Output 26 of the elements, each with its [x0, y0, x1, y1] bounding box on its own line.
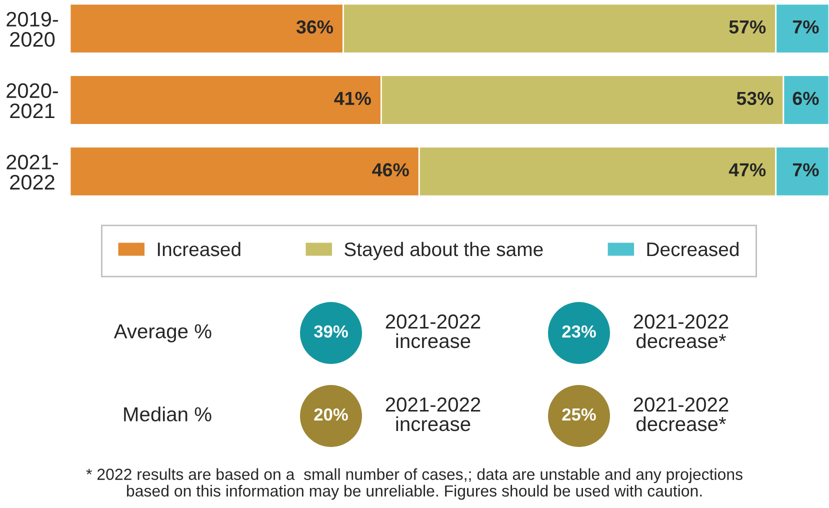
- data-label: 25%: [562, 408, 596, 421]
- data-label: 39%: [314, 325, 348, 338]
- data-label: 47%: [728, 163, 766, 176]
- series-label: 2021-2022 increase: [386, 314, 480, 348]
- text: * 2022 results are based on a small number of cases,; data are unstable and any projections based on this information may be unreliable. Figures should be used with caution.: [86, 468, 742, 500]
- category-label: Average %: [114, 324, 212, 342]
- data-label: 36%: [296, 20, 334, 34]
- data-label: 53%: [736, 92, 774, 106]
- category-label: Median %: [124, 406, 212, 422]
- text: 2021-2022 decrease*: [634, 397, 728, 432]
- legend-label: Increased: [158, 242, 240, 256]
- text: 2021-2022 increase: [386, 397, 480, 432]
- data-label: 20%: [314, 408, 348, 421]
- data-label: 6%: [792, 92, 819, 106]
- data-label: 7%: [792, 20, 819, 34]
- series-label: 2021-2022 decrease*: [634, 314, 728, 348]
- text: Stayed about the same: [344, 242, 543, 260]
- y-tick-label: 2019-2020: [6, 12, 58, 47]
- data-label: 57%: [729, 20, 766, 34]
- data-label: 41%: [334, 92, 371, 105]
- data-label: 46%: [372, 163, 409, 176]
- data-label: 7%: [792, 163, 819, 176]
- data-label: 23%: [562, 325, 596, 338]
- legend-label: Decreased: [647, 242, 739, 256]
- y-tick-label: 2021-2022: [6, 154, 58, 190]
- y-tick-label: 2020-2021: [6, 83, 58, 118]
